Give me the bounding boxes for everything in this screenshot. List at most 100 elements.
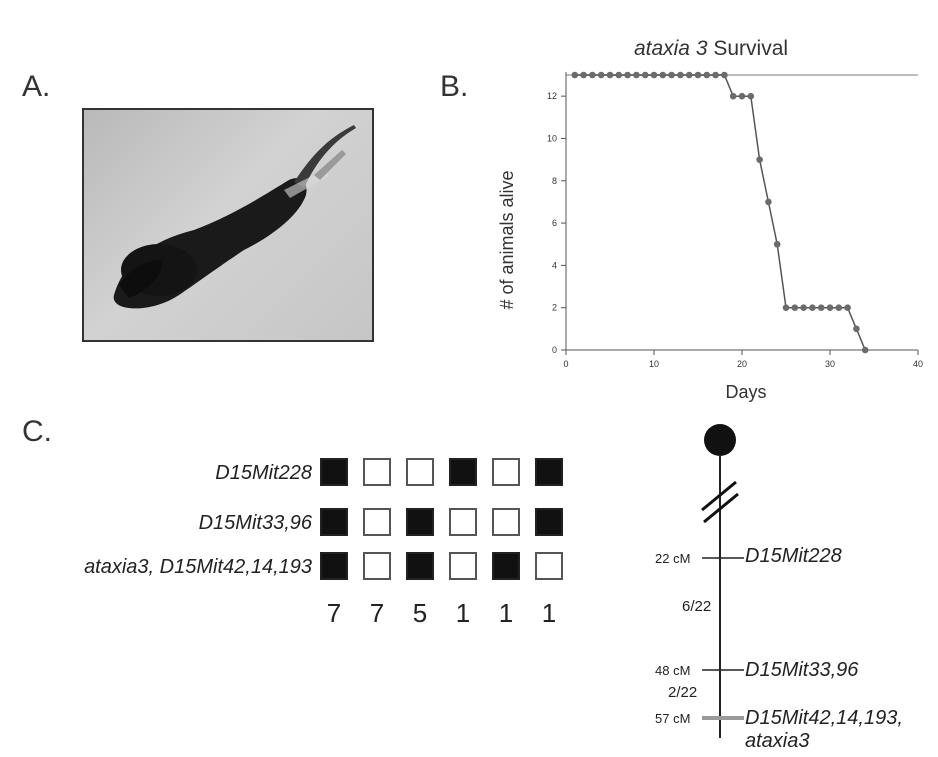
- hap-cell: [363, 508, 391, 536]
- cm-label-2: 48 cM: [655, 663, 691, 678]
- interval-ratio-1: 6/22: [682, 598, 712, 615]
- chart-title: ataxia 3 Survival: [634, 37, 788, 60]
- data-point: [677, 71, 684, 79]
- chart-title-rest: Survival: [708, 37, 789, 60]
- data-point: [782, 304, 790, 311]
- y-tick-label: 12: [547, 91, 557, 101]
- hap-marker-3: ataxia3, D15Mit42,14,193: [84, 556, 312, 578]
- data-point: [738, 92, 746, 100]
- data-point: [685, 71, 693, 79]
- centromere-icon: [704, 424, 736, 456]
- hap-count: 7: [369, 598, 385, 628]
- y-tick-label: 0: [552, 345, 557, 355]
- data-point: [773, 240, 781, 248]
- hap-count: 5: [412, 598, 428, 628]
- hap-count: 1: [498, 598, 514, 628]
- data-point: [809, 304, 816, 311]
- hap-cell: [406, 458, 434, 486]
- hap-cell: [320, 458, 348, 486]
- data-point: [861, 346, 869, 354]
- cm-label-1: 22 cM: [655, 551, 691, 566]
- data-point: [721, 71, 728, 79]
- map-marker-3: D15Mit42,14,193,: [745, 707, 903, 729]
- data-point: [615, 71, 623, 79]
- panel-a-label: A.: [22, 70, 51, 103]
- survival-chart-svg: ataxia 3 Survival 0 10 20 30 40 0 2 4 6 8 10 12 Day…: [497, 37, 923, 402]
- hap-cell: [406, 508, 434, 536]
- interval-ratio-2: 2/22: [668, 684, 698, 701]
- data-point: [712, 71, 719, 79]
- cm-label-3: 57 cM: [655, 711, 691, 726]
- y-tick-label: 6: [552, 218, 557, 228]
- y-tick-label: 8: [552, 176, 557, 186]
- data-point: [650, 71, 658, 79]
- hap-cell: [492, 458, 520, 486]
- data-point: [826, 304, 834, 311]
- mouse-photo: [82, 108, 374, 342]
- y-tick-label: 2: [552, 303, 557, 313]
- hap-cell: [320, 552, 348, 580]
- data-point: [853, 325, 860, 333]
- data-point: [668, 71, 675, 79]
- y-tick-label: 10: [547, 133, 557, 143]
- x-tick-label: 20: [737, 359, 747, 369]
- mouse-figure: [113, 125, 356, 309]
- break-mark-1: [701, 480, 737, 512]
- x-tick-label: 10: [649, 359, 659, 369]
- x-tick-label: 30: [825, 359, 835, 369]
- data-point: [580, 71, 587, 79]
- survival-chart: ataxia 3 Survival 0 10 20 30 40 0 2 4 6 8 10 12 Day…: [480, 30, 930, 410]
- panel-b-label: B.: [440, 70, 469, 103]
- data-point: [624, 71, 631, 79]
- data-point: [756, 156, 763, 163]
- hap-cell: [320, 508, 348, 536]
- x-tick-label: 0: [563, 359, 568, 369]
- y-tick-label: 4: [552, 260, 557, 270]
- hap-count: 1: [455, 598, 471, 628]
- y-axis-label: # of animals alive: [497, 170, 517, 309]
- map-marker-3-line2: ataxia3: [745, 730, 810, 752]
- hap-count: 7: [326, 598, 342, 628]
- hap-count: 1: [541, 598, 557, 628]
- hap-cell: [363, 552, 391, 580]
- break-mark-2: [703, 492, 739, 524]
- hap-cell: [535, 508, 563, 536]
- data-point: [765, 198, 772, 206]
- data-point: [729, 92, 737, 100]
- hap-cell: [406, 552, 434, 580]
- data-point: [747, 92, 755, 100]
- hap-cell: [449, 552, 477, 580]
- data-point: [791, 304, 799, 311]
- hap-marker-1: D15Mit228: [215, 462, 312, 484]
- map-marker-2: D15Mit33,96: [745, 659, 859, 681]
- hap-cell: [535, 458, 563, 486]
- hap-cell: [492, 508, 520, 536]
- data-point: [597, 71, 605, 79]
- data-point: [659, 71, 667, 79]
- data-point: [571, 71, 579, 79]
- data-point: [589, 71, 596, 79]
- data-point: [703, 71, 711, 79]
- hap-cell: [535, 552, 563, 580]
- chart-title-italic: ataxia 3: [634, 37, 708, 60]
- hap-cell: [449, 458, 477, 486]
- map-marker-1: D15Mit228: [745, 545, 842, 567]
- data-point: [844, 304, 851, 311]
- data-point: [641, 71, 649, 79]
- hap-cell: [363, 458, 391, 486]
- hap-marker-2: D15Mit33,96: [198, 512, 312, 534]
- data-point: [694, 71, 702, 79]
- data-point: [817, 304, 825, 311]
- x-axis-label: Days: [725, 382, 766, 402]
- series-line: [574, 74, 866, 351]
- hap-cell: [492, 552, 520, 580]
- panel-c-label: C.: [22, 415, 52, 448]
- hap-cell: [449, 508, 477, 536]
- data-point: [800, 304, 807, 311]
- data-point: [835, 304, 843, 311]
- x-tick-label: 40: [913, 359, 923, 369]
- data-point: [633, 71, 640, 79]
- data-point: [606, 71, 614, 79]
- plot-area: 0 10 20 30 40 0 2 4 6 8 10 12: [547, 71, 923, 369]
